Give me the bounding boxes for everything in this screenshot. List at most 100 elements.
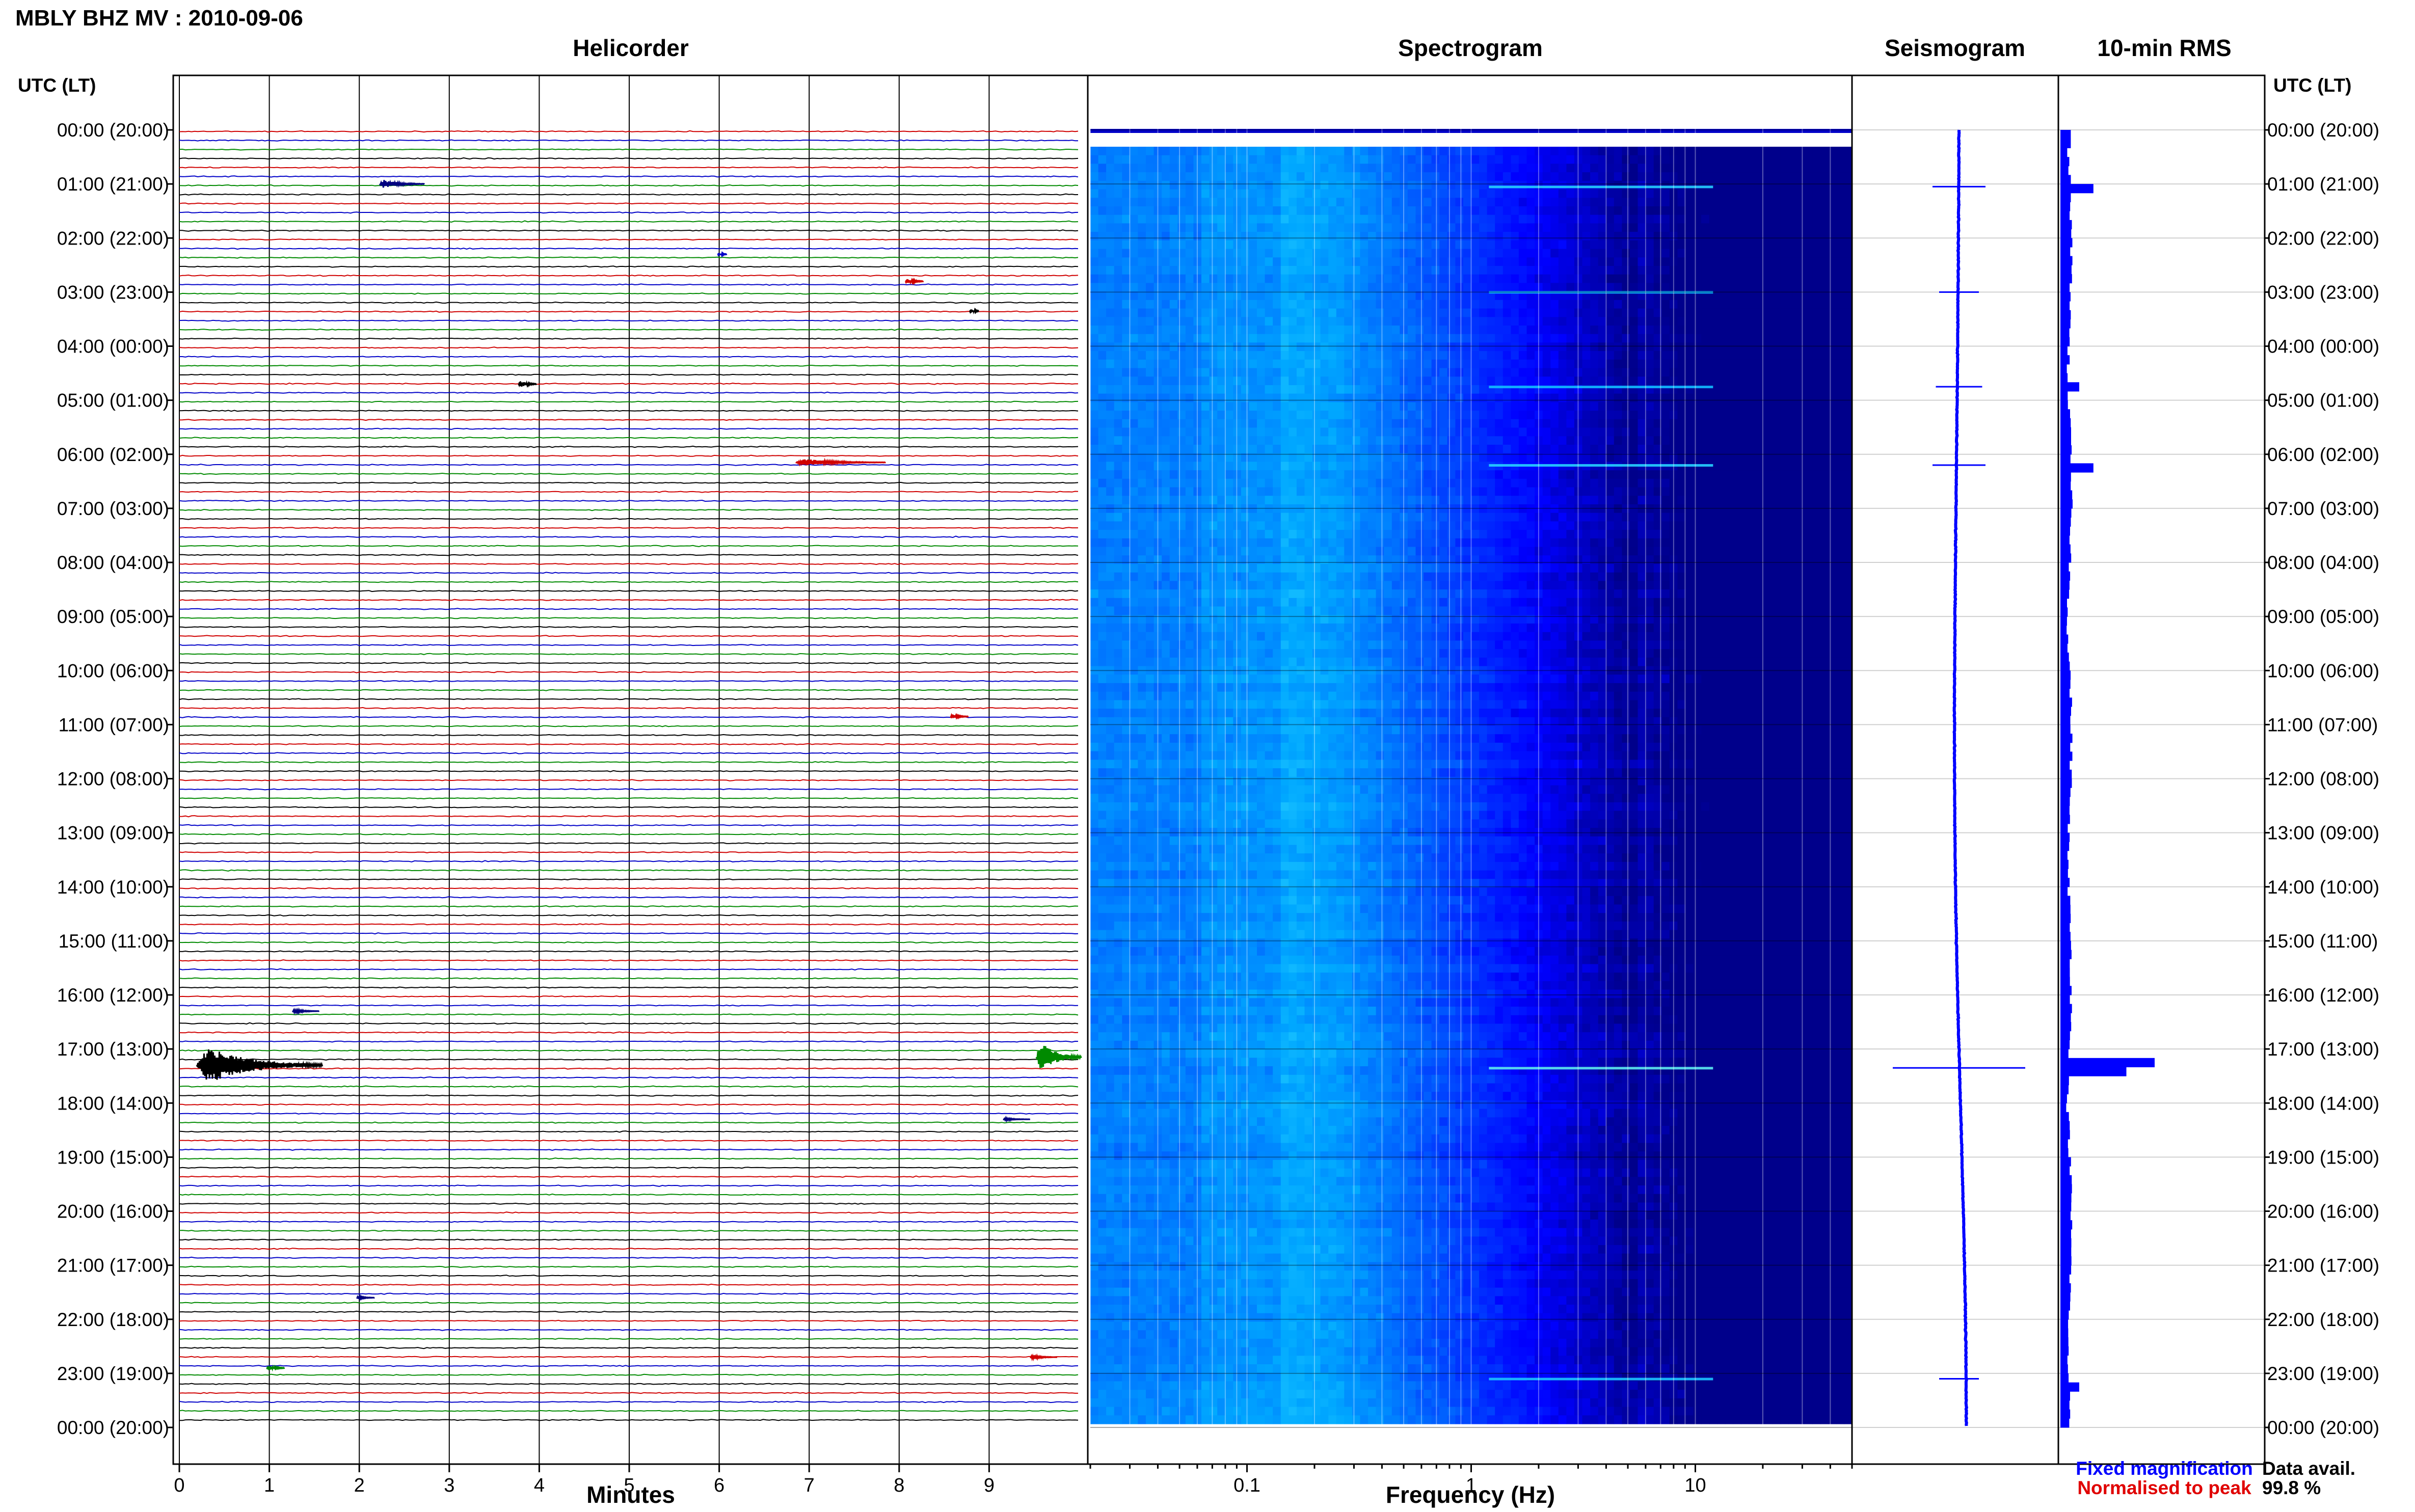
spectrogram-cell [1717, 496, 1726, 505]
spectrogram-cell [1614, 172, 1622, 181]
spectrogram-cell [1542, 180, 1551, 190]
spectrogram-cell [1550, 198, 1559, 207]
spectrogram-cell [1447, 308, 1456, 317]
spectrogram-cell [1098, 512, 1107, 522]
spectrogram-cell [1177, 572, 1186, 581]
spectrogram-cell [1630, 266, 1639, 275]
spectrogram-cell [1360, 436, 1369, 445]
spectrogram-cell [1360, 206, 1369, 215]
spectrogram-cell [1138, 342, 1146, 352]
spectrogram-cell [1376, 223, 1384, 232]
spectrogram-cell [1280, 214, 1289, 224]
spectrogram-cell [1336, 436, 1345, 445]
spectrogram-cell [1653, 206, 1662, 215]
spectrogram-cell [1320, 359, 1329, 369]
spectrogram-cell [1439, 385, 1448, 394]
spectrogram-cell [1550, 274, 1559, 283]
spectrogram-cell [1582, 547, 1591, 556]
spectrogram-cell [1376, 487, 1384, 496]
spectrogram-cell [1217, 172, 1226, 181]
spectrogram-cell [1447, 300, 1456, 309]
spectrogram-cell [1733, 564, 1741, 573]
spectrogram-cell [1376, 334, 1384, 343]
spectrogram-cell [1352, 419, 1361, 428]
spectrogram-cell [1391, 436, 1400, 445]
spectrogram-cell [1741, 445, 1750, 454]
spectrogram-cell [1701, 274, 1710, 283]
spectrogram-cell [1289, 521, 1297, 530]
spectrogram-cell [1162, 376, 1170, 386]
spectrogram-cell [1463, 240, 1472, 250]
spectrogram-cell [1836, 478, 1845, 488]
spectrogram-cell [1590, 521, 1599, 530]
spectrogram-cell [1812, 223, 1821, 232]
spectrogram-cell [1328, 334, 1337, 343]
spectrogram-cell [1185, 572, 1194, 581]
spectrogram-cell [1701, 530, 1710, 539]
spectrogram-cell [1376, 427, 1384, 437]
spectrogram-cell [1265, 368, 1273, 377]
spectrogram-cell [1225, 334, 1233, 343]
spectrogram-cell [1090, 487, 1099, 496]
spectrogram-cell [1677, 393, 1686, 402]
spectrogram-cell [1201, 342, 1210, 352]
spectrogram-cell [1312, 189, 1321, 198]
spectrogram-cell [1280, 232, 1289, 241]
spectrogram-cell [1844, 300, 1852, 309]
spectrogram-cell [1773, 257, 1781, 266]
spectrogram-cell [1265, 300, 1273, 309]
spectrogram-cell [1622, 334, 1630, 343]
spectrogram-cell [1114, 419, 1122, 428]
spectrogram-cell [1487, 376, 1495, 386]
spectrogram-cell [1391, 470, 1400, 479]
spectrogram-cell [1511, 283, 1519, 292]
spectrogram-cell [1090, 470, 1099, 479]
spectrogram-cell [1130, 512, 1139, 522]
spectrogram-cell [1796, 326, 1805, 335]
spectrogram-cell [1622, 393, 1630, 402]
spectrogram-cell [1773, 581, 1781, 590]
spectrogram-cell [1407, 257, 1416, 266]
spectrogram-cell [1812, 291, 1821, 301]
spectrogram-cell [1749, 393, 1757, 402]
spectrogram-cell [1614, 291, 1622, 301]
spectrogram-cell [1614, 223, 1622, 232]
spectrogram-cell [1257, 342, 1266, 352]
spectrogram-cell [1606, 436, 1615, 445]
spectrogram-cell [1312, 572, 1321, 581]
spectrogram-cell [1185, 478, 1194, 488]
spectrogram-cell [1217, 538, 1226, 548]
spectrogram-cell [1130, 232, 1139, 241]
spectrogram-cell [1280, 326, 1289, 335]
spectrogram-cell [1122, 198, 1131, 207]
spectrogram-cell [1669, 291, 1678, 301]
spectrogram-cell [1487, 445, 1495, 454]
spectrogram-cell [1455, 291, 1464, 301]
spectrogram-cell [1518, 266, 1527, 275]
spectrogram-cell [1725, 411, 1733, 420]
spectrogram-cell [1566, 189, 1575, 198]
spectrogram-cell [1344, 496, 1353, 505]
spectrogram-cell [1764, 427, 1773, 437]
spectrogram-cell [1320, 436, 1329, 445]
spectrogram-cell [1138, 266, 1146, 275]
spectrogram-cell [1479, 402, 1488, 411]
spectrogram-cell [1606, 257, 1615, 266]
spectrogram-cell [1463, 291, 1472, 301]
spectrogram-cell [1162, 274, 1170, 283]
spectrogram-cell [1106, 572, 1115, 581]
spectrogram-cell [1717, 291, 1726, 301]
spectrogram-cell [1431, 427, 1440, 437]
spectrogram-cell [1550, 530, 1559, 539]
spectrogram-cell [1217, 317, 1226, 326]
spectrogram-cell [1542, 521, 1551, 530]
spectrogram-cell [1225, 232, 1233, 241]
spectrogram-cell [1146, 453, 1155, 462]
spectrogram-cell [1209, 147, 1218, 156]
spectrogram-cell [1836, 359, 1845, 369]
spectrogram-cell [1550, 564, 1559, 573]
spectrogram-cell [1280, 376, 1289, 386]
spectrogram-cell [1717, 478, 1726, 488]
spectrogram-cell [1558, 334, 1567, 343]
spectrogram-cell [1741, 257, 1750, 266]
